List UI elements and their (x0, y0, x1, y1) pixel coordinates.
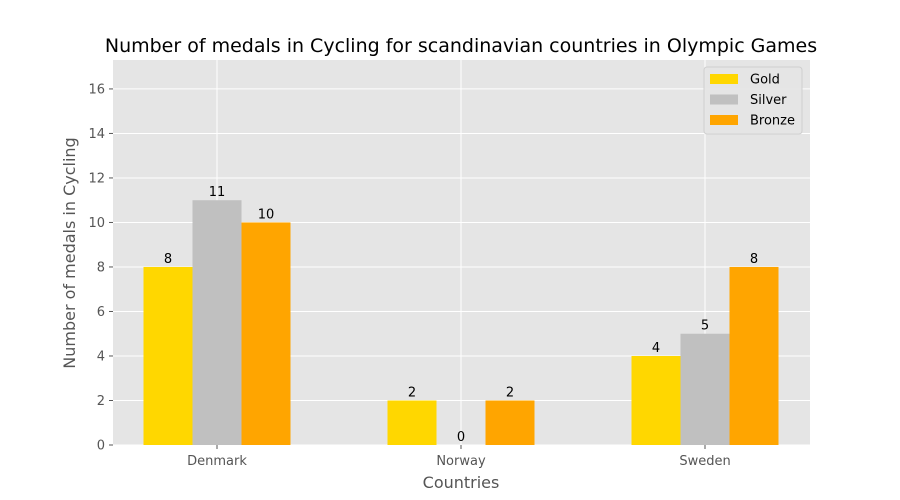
data-label: 8 (750, 252, 758, 267)
data-label: 2 (506, 385, 514, 400)
data-label: 4 (652, 341, 660, 356)
y-tick-label: 4 (97, 349, 105, 364)
y-tick-label: 12 (88, 171, 105, 186)
data-label: 8 (164, 252, 172, 267)
y-tick-label: 8 (97, 260, 105, 275)
legend-label-silver: Silver (750, 93, 787, 108)
y-tick-label: 16 (88, 82, 105, 97)
axes: 0 2 4 6 8 10 12 14 16 Denmark Norway Sweden (88, 82, 730, 469)
y-tick-label: 6 (97, 305, 105, 320)
y-tick-label: 14 (88, 127, 105, 142)
bar-bronze-norway (485, 400, 535, 445)
bar-silver-denmark (192, 200, 242, 445)
bar-silver-sweden (680, 333, 730, 445)
x-axis-label: Countries (423, 473, 500, 492)
data-labels: 8 2 4 11 0 5 10 2 8 (164, 185, 758, 445)
y-axis-label: Number of medals in Cycling (60, 137, 79, 368)
y-tick-label: 0 (97, 439, 105, 454)
data-label: 10 (258, 207, 275, 222)
data-label: 0 (457, 430, 465, 445)
y-tick-label: 2 (97, 394, 105, 409)
bar-gold-denmark (143, 266, 193, 445)
legend-label-bronze: Bronze (750, 114, 795, 129)
legend: Gold Silver Bronze (703, 66, 803, 135)
legend-swatch-bronze (710, 115, 738, 125)
data-label: 2 (408, 385, 416, 400)
x-tick-label: Norway (436, 454, 486, 469)
chart-title: Number of medals in Cycling for scandina… (105, 35, 817, 57)
x-tick-label: Denmark (187, 454, 247, 469)
legend-swatch-silver (710, 94, 738, 105)
legend-swatch-gold (710, 74, 738, 84)
bars (143, 200, 779, 445)
data-label: 5 (701, 319, 709, 334)
bar-bronze-denmark (241, 222, 291, 445)
y-tick-label: 10 (88, 216, 105, 231)
bar-gold-sweden (631, 355, 681, 445)
x-tick-label: Sweden (679, 454, 730, 469)
bar-gold-norway (387, 400, 437, 445)
data-label: 11 (209, 185, 226, 200)
legend-label-gold: Gold (750, 73, 780, 88)
bar-bronze-sweden (729, 266, 779, 445)
